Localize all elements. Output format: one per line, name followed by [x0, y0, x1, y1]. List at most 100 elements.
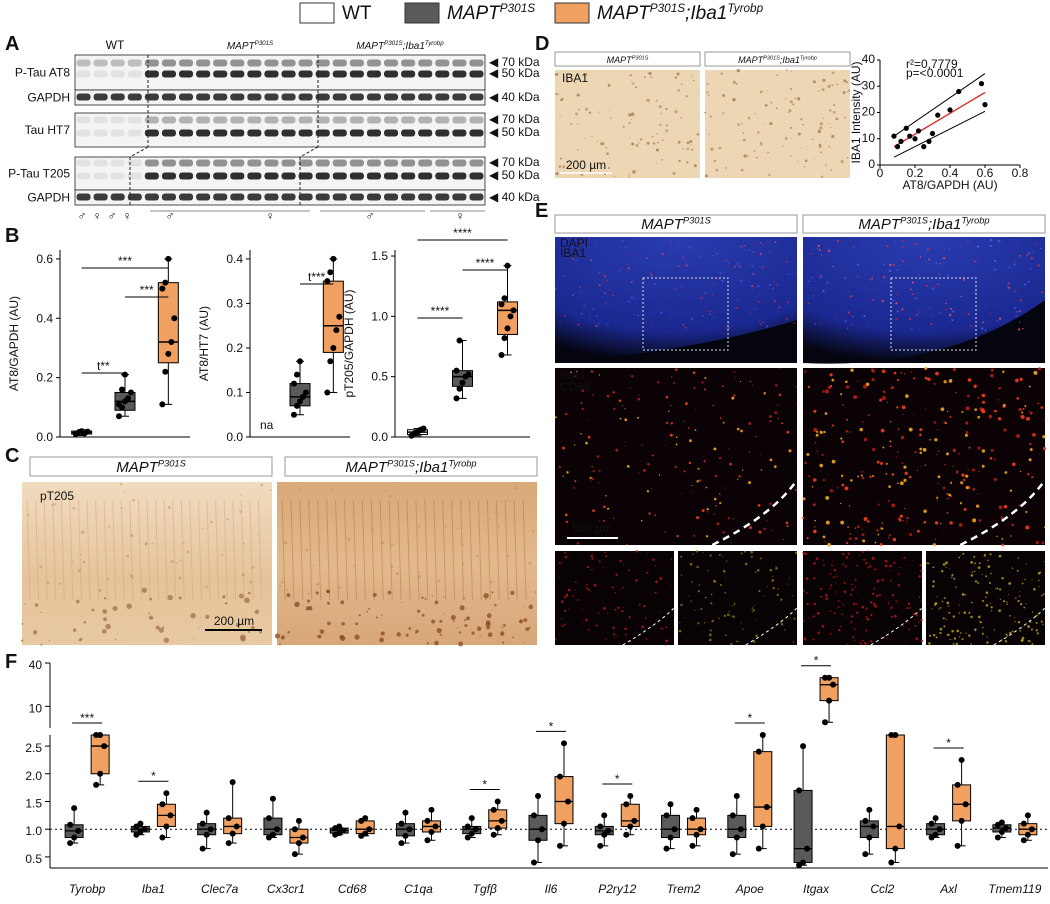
- blot-band: [144, 116, 159, 124]
- texture: [610, 117, 612, 119]
- texture: [912, 559, 913, 561]
- texture: [802, 620, 805, 622]
- blot-band: [418, 59, 433, 67]
- texture: [442, 596, 444, 598]
- data-point: [892, 845, 899, 852]
- texture: [594, 258, 596, 260]
- texture: [848, 537, 852, 541]
- texture: [308, 593, 310, 595]
- inset-box: [642, 277, 729, 351]
- blot-band: [366, 93, 381, 101]
- micrograph: [803, 368, 1045, 545]
- texture: [695, 550, 699, 553]
- texture: [841, 483, 845, 487]
- texture: [167, 594, 173, 601]
- texture: [915, 243, 918, 246]
- texture: [650, 487, 653, 490]
- texture: [563, 275, 566, 278]
- texture: [120, 527, 122, 529]
- texture: [415, 631, 417, 634]
- label-text: MAPT: [116, 459, 160, 476]
- texture: [812, 503, 816, 507]
- texture: [889, 263, 892, 267]
- x-tick-label: P2ry12: [598, 882, 636, 896]
- texture: [578, 108, 580, 111]
- texture: [448, 492, 450, 494]
- texture: [718, 493, 721, 495]
- texture: [685, 95, 688, 98]
- data-point: [671, 826, 678, 833]
- sig-label: ****: [453, 226, 472, 240]
- texture: [757, 503, 761, 507]
- texture: [739, 381, 742, 383]
- genotype-label: MAPTP301S: [447, 2, 535, 24]
- x-tick-label: 0.8: [1012, 166, 1029, 180]
- texture: [786, 430, 790, 434]
- texture: [747, 308, 749, 310]
- texture: [77, 569, 82, 573]
- texture: [901, 240, 904, 242]
- texture: [657, 381, 660, 384]
- texture: [215, 499, 220, 601]
- texture: [996, 587, 999, 590]
- texture: [785, 521, 789, 525]
- texture: [672, 171, 676, 175]
- texture: [843, 79, 847, 83]
- texture: [989, 244, 992, 247]
- texture: [586, 565, 590, 569]
- texture: [937, 483, 939, 485]
- blot-band: [196, 172, 211, 180]
- texture: [718, 146, 722, 150]
- texture: [715, 168, 719, 172]
- texture: [613, 517, 615, 519]
- data-point: [888, 859, 895, 866]
- texture: [951, 319, 954, 322]
- texture: [945, 566, 947, 569]
- data-point: [936, 826, 943, 833]
- texture: [837, 606, 840, 609]
- texture: [896, 293, 898, 295]
- texture: [281, 499, 286, 601]
- blot-band: [401, 193, 416, 201]
- texture: [802, 123, 804, 126]
- texture: [595, 324, 598, 328]
- texture: [899, 566, 901, 569]
- data-point: [330, 344, 337, 351]
- texture: [1035, 614, 1038, 617]
- texture: [278, 585, 282, 588]
- texture: [415, 499, 420, 601]
- texture: [893, 561, 896, 564]
- texture: [766, 520, 768, 522]
- data-point: [929, 130, 936, 137]
- blot-band: [76, 129, 91, 137]
- texture: [434, 600, 439, 605]
- texture: [974, 260, 977, 263]
- texture: [555, 638, 557, 640]
- texture: [438, 564, 440, 566]
- texture: [865, 629, 868, 632]
- texture: [814, 158, 816, 160]
- texture: [903, 557, 906, 560]
- data-point: [565, 798, 571, 805]
- texture: [619, 589, 621, 591]
- texture: [935, 262, 938, 264]
- texture: [769, 121, 773, 126]
- texture: [808, 475, 811, 478]
- texture: [581, 389, 584, 393]
- texture: [710, 147, 714, 151]
- texture: [854, 527, 857, 529]
- texture: [613, 175, 616, 178]
- stat-annotation: r²=0,7779: [906, 57, 958, 71]
- data-point: [1020, 837, 1027, 844]
- texture: [890, 615, 893, 618]
- micrograph: [555, 70, 700, 178]
- texture: [733, 370, 735, 373]
- image-header: [802, 214, 1046, 234]
- texture: [704, 377, 707, 380]
- texture: [823, 430, 826, 434]
- texture: [887, 499, 890, 502]
- stain-label: IBA1: [560, 246, 586, 260]
- texture: [936, 453, 938, 455]
- texture: [30, 496, 32, 498]
- texture: [748, 481, 752, 485]
